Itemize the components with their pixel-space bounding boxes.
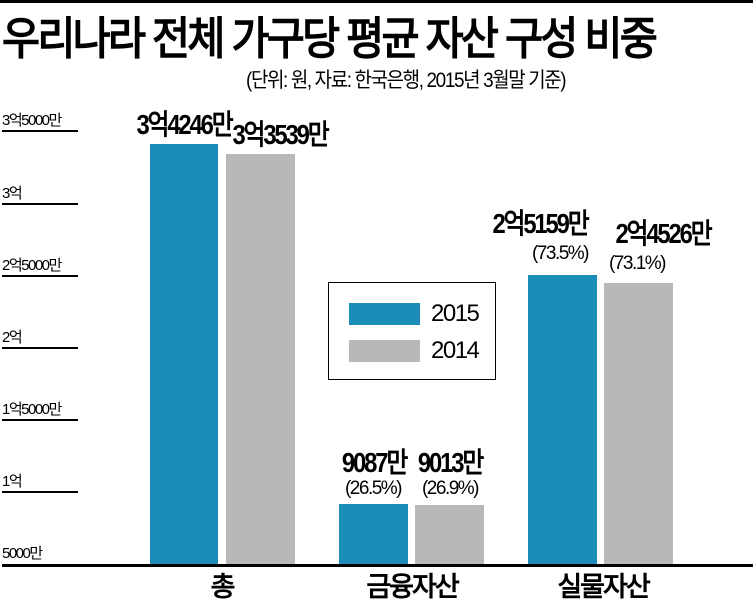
pct-label-financial-2014: (26.9%): [421, 478, 480, 499]
value-label-real-2014: 2억4526만: [615, 218, 712, 249]
bar-financial-2015: [339, 504, 408, 565]
legend-swatch-2015: [349, 303, 420, 325]
pct-label-real-2015: (73.5%): [531, 243, 590, 264]
legend-swatch-2014: [349, 340, 420, 362]
value-label-financial-2015: 9087만: [341, 447, 408, 478]
x-axis-baseline: [2, 564, 753, 567]
y-tick-300m: 3억: [2, 185, 78, 205]
legend-item-2014: 2014: [349, 336, 480, 366]
value-label-total-2014: 3억3539만: [232, 119, 329, 150]
x-label-financial: 금융자산: [366, 572, 459, 602]
pct-label-financial-2015: (26.5%): [344, 478, 403, 499]
y-tick-100m: 1억: [2, 473, 78, 493]
y-tick-250m: 2억5000만: [2, 257, 78, 277]
chart-subtitle: (단위: 원, 자료: 한국은행, 2015년 3월말 기준): [246, 69, 567, 92]
x-label-real: 실물자산: [557, 572, 650, 602]
bar-real-2014: [604, 283, 673, 565]
chart-title: 우리나라 전체 가구당 평균 자산 구성 비중: [2, 13, 658, 64]
legend-label-2015: 2015: [431, 300, 480, 327]
bar-real-2015: [528, 275, 597, 565]
legend-label-2014: 2014: [431, 337, 480, 364]
y-tick-50m: 5000만: [2, 545, 43, 562]
y-tick-350m: 3억5000만: [2, 112, 78, 132]
y-tick-150m: 1억5000만: [2, 401, 78, 421]
legend-item-2015: 2015: [349, 299, 480, 329]
x-label-total: 총: [210, 572, 236, 602]
top-rule: [0, 0, 753, 3]
value-label-real-2015: 2억5159만: [492, 208, 589, 239]
bar-total-2014: [226, 154, 295, 565]
legend: 2015 2014: [328, 282, 496, 380]
y-tick-200m: 2억: [2, 329, 78, 349]
pct-label-real-2014: (73.1%): [608, 253, 667, 274]
bar-total-2015: [150, 144, 218, 565]
value-label-financial-2014: 9013만: [417, 447, 484, 478]
value-label-total-2015: 3억4246만: [136, 109, 233, 140]
bar-financial-2014: [415, 505, 484, 565]
